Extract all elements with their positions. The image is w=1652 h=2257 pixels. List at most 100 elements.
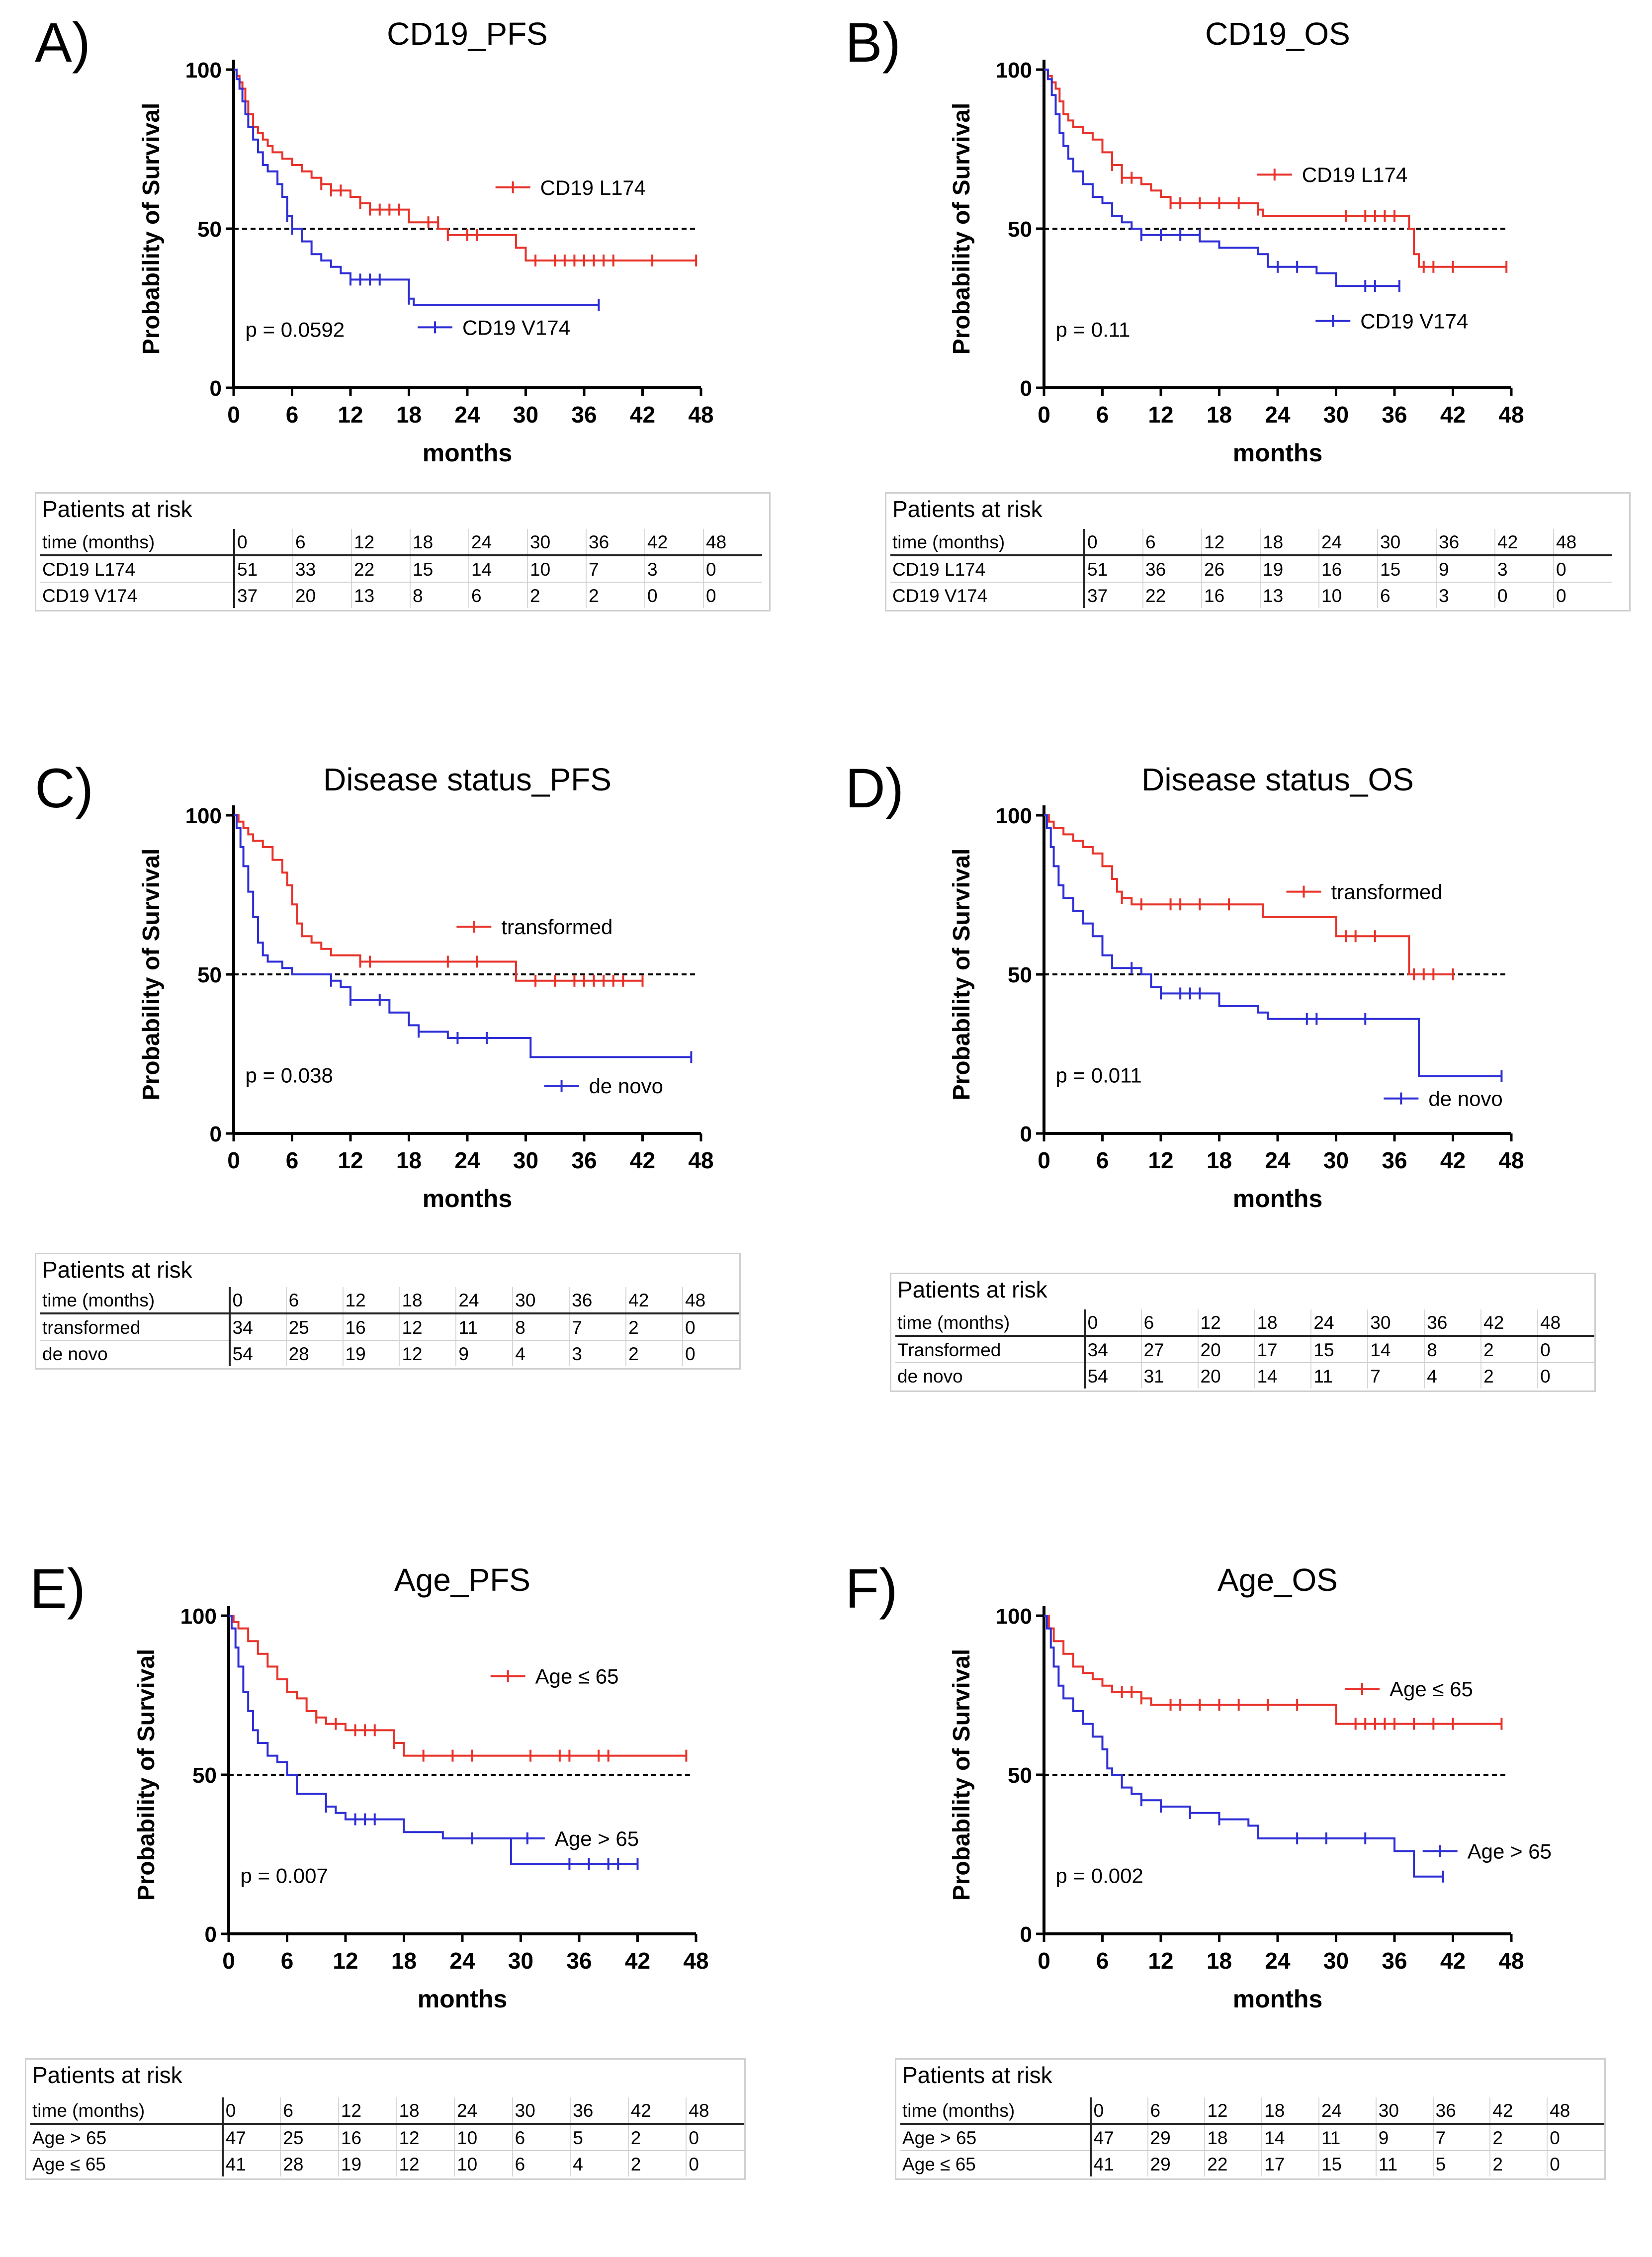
km-plot: CD19_PFS 0 6 12 18 24 30 36 42 48 0 50 100 months Prob… [138,16,714,467]
risk-table-cell: 6 [512,2151,571,2176]
y-axis-label: Probability of Survival [138,103,165,355]
risk-table-cell: 10 [1318,582,1378,608]
x-tick-label: 42 [1440,1948,1466,1974]
risk-table-cell: 24 [454,2097,513,2125]
risk-table-box: Patients at risk time (months) 0 6 12 18 24 30… [890,1273,1596,1392]
x-tick-label: 36 [1382,1948,1407,1974]
km-plot: Age_OS 0 6 12 18 24 30 36 42 48 0 50 100 months Probab… [949,1562,1552,2013]
risk-table-header-row: time (months) 0 6 12 18 24 30 36 42 48 [40,529,762,556]
risk-table-cell: 14 [1254,1363,1311,1389]
p-value: p = 0.011 [1056,1064,1142,1087]
risk-table-cell: 6 [1142,529,1202,556]
risk-table-cell: 11 [1318,2124,1376,2151]
risk-table: time (months) 0 6 12 18 24 30 36 42 48 CD19 L174 51… [40,529,762,608]
risk-table-cell: 0 [682,1313,739,1341]
panel-e: E) Age_PFS 0 6 12 18 24 30 36 42 48 0 50 100 months Pr… [25,1561,835,2257]
risk-table-cell: 22 [351,555,410,583]
risk-table-cell: time (months) [30,2097,223,2125]
x-tick-label: 30 [1323,1147,1349,1173]
risk-table-cell: 0 [644,582,703,608]
y-tick-label: 50 [1008,1763,1032,1788]
risk-table-cell: 3 [1494,555,1554,583]
risk-table-box: Patients at risk time (months) 0 6 12 18 24 30… [35,1253,741,1370]
x-tick-label: 42 [630,402,655,428]
x-tick-label: 0 [227,402,240,428]
y-axis-label: Probability of Survival [949,849,975,1101]
risk-table-cell: 3 [1436,582,1495,608]
risk-table-cell: 42 [627,2097,687,2125]
risk-table-cell: 29 [1147,2151,1205,2176]
risk-table-cell: 47 [1089,2124,1148,2151]
risk-table-cell: transformed [40,1313,230,1341]
risk-table-cell: 11 [1310,1363,1368,1389]
risk-table-cell: Age > 65 [900,2124,1091,2151]
legend-label: de novo [589,1074,663,1098]
risk-table-cell: 2 [1489,2124,1548,2151]
risk-table-cell: 6 [285,1287,343,1314]
risk-table-cell: 19 [1260,555,1319,583]
x-tick-label: 6 [1096,1948,1109,1974]
risk-table-cell: 7 [569,1313,626,1341]
risk-table-cell: 0 [703,582,762,608]
p-value: p = 0.002 [1056,1864,1143,1888]
y-tick-label: 50 [192,1763,217,1788]
x-tick-label: 48 [688,402,713,428]
risk-table-cell: 6 [468,582,527,608]
x-tick-label: 0 [222,1948,235,1974]
risk-table-cell: 2 [625,1340,683,1366]
risk-table-cell: 6 [1147,2097,1205,2125]
risk-table: time (months) 0 6 12 18 24 30 36 42 48 Transformed… [895,1309,1594,1389]
risk-table-cell: 30 [527,529,586,556]
y-tick-label: 100 [185,804,222,828]
risk-table-cell: 51 [1083,555,1143,583]
km-plot: CD19_OS 0 6 12 18 24 30 36 42 48 0 50 100 months Proba… [949,16,1524,467]
legend-label: Age ≤ 65 [1390,1677,1473,1701]
x-axis-label: months [423,1185,513,1213]
y-tick-label: 0 [1020,376,1032,401]
risk-table-cell: 54 [228,1340,286,1366]
risk-table-cell: 48 [1547,2097,1604,2125]
panel-d: D) Disease status_OS 0 6 12 18 24 30 36 42 48 0 50 1… [845,761,1651,1457]
risk-table-cell: 36 [1424,1309,1481,1337]
risk-table-cell: 10 [454,2124,513,2151]
risk-table: time (months) 0 6 12 18 24 30 36 42 48 Age > 65 47 2… [30,2097,744,2176]
risk-table-cell: 0 [228,1287,286,1314]
x-tick-label: 36 [1382,1147,1407,1173]
legend-label: CD19 V174 [1360,310,1468,333]
panel-f: F) Age_OS 0 6 12 18 24 30 36 42 48 0 50 100 months Pro… [845,1561,1651,2257]
risk-table-cell: 2 [1480,1336,1538,1363]
risk-table-cell: 48 [686,2097,744,2125]
risk-table-cell: 0 [221,2097,281,2125]
risk-table-cell: 6 [292,529,351,556]
risk-table-cell: 34 [1083,1336,1141,1363]
risk-table-cell: 48 [703,529,762,556]
x-tick-label: 42 [1440,1147,1466,1173]
risk-table-cell: 15 [410,555,469,583]
risk-table-cell: 20 [1197,1363,1255,1389]
panel-a: A) CD19_PFS 0 6 12 18 24 30 36 42 48 0 50 100 months P… [35,15,840,711]
risk-table-cell: 34 [228,1313,286,1341]
risk-table-cell: 15 [1318,2151,1376,2176]
chart-title: CD19_OS [1205,16,1350,52]
risk-table-cell: 24 [1310,1309,1368,1337]
x-tick-label: 24 [1265,1948,1291,1974]
risk-table-cell: 10 [527,555,586,583]
risk-table-row: CD19 L174 51 36 26 19 16 15 9 3 0 [890,555,1612,583]
risk-table-cell: Age > 65 [30,2124,223,2151]
legend-label: Age ≤ 65 [535,1665,619,1688]
survival-curve [229,1615,638,1865]
risk-table-cell: 12 [1201,529,1260,556]
x-axis-label: months [1233,439,1323,467]
risk-table-header-row: time (months) 0 6 12 18 24 30 36 42 48 [30,2097,744,2125]
y-tick-label: 0 [210,1122,222,1146]
risk-table-cell: 48 [1553,529,1612,556]
risk-table-cell: 42 [644,529,703,556]
risk-table-cell: 2 [625,1313,683,1341]
y-tick-label: 50 [197,217,222,242]
risk-table-cell: 2 [586,582,645,608]
risk-table-cell: 29 [1147,2124,1205,2151]
risk-table-cell: 15 [1310,1336,1368,1363]
risk-table-cell: 12 [396,2124,455,2151]
risk-table-cell: 36 [1436,529,1495,556]
risk-table-cell: 13 [351,582,410,608]
